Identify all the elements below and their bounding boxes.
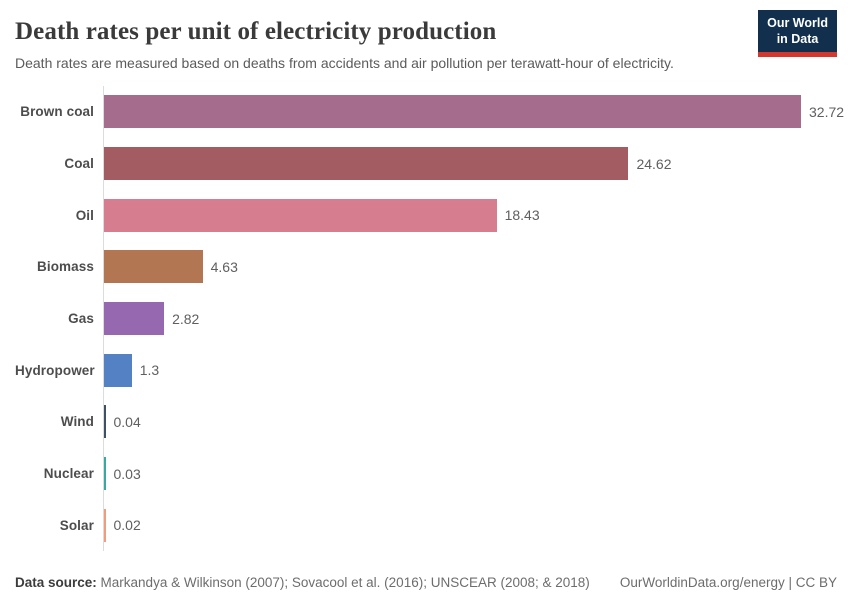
bar-category-label: Gas [68, 311, 94, 327]
bar [104, 147, 629, 181]
bar-row: Brown coal 32.72 [15, 86, 844, 138]
bar-plot-area: 24.62 [103, 137, 835, 190]
bar-value-label: 18.43 [504, 207, 540, 224]
bar [104, 457, 106, 491]
owid-logo-line2: in Data [776, 31, 819, 46]
bar-category-label: Solar [59, 517, 94, 533]
bar-value-label: 1.3 [139, 362, 160, 379]
bar-category-label: Oil [75, 207, 94, 223]
bar [104, 405, 106, 439]
bar-category-label: Nuclear [43, 466, 94, 482]
bar-plot-area: 0.02 [103, 499, 835, 552]
bar [104, 95, 801, 129]
bar-value-label: 0.04 [113, 413, 141, 430]
chart-subtitle: Death rates are measured based on deaths… [15, 55, 674, 71]
data-source-label: Data source: [15, 575, 97, 590]
chart-footer: Data source: Markandya & Wilkinson (2007… [15, 575, 837, 590]
bar-value-label: 24.62 [636, 155, 672, 172]
bar-value-label: 4.63 [210, 258, 238, 275]
bar-chart: Brown coal 32.72 Coal 24.62 Oil 18.43 Biomass 4… [15, 86, 844, 552]
bar-category-label: Wind [60, 414, 94, 430]
bar-plot-area: 32.72 [103, 86, 844, 138]
bar-category-label: Coal [64, 156, 94, 172]
bar-plot-area: 1.3 [103, 344, 835, 397]
bar-value-label: 0.02 [113, 517, 141, 534]
bar [104, 508, 106, 542]
bar-plot-area: 0.03 [103, 447, 835, 500]
bar-category-label: Brown coal [20, 104, 94, 120]
bar [104, 353, 132, 387]
bar-row: Nuclear 0.03 [15, 447, 835, 500]
bar-plot-area: 4.63 [103, 241, 835, 293]
bar-plot-area: 0.04 [103, 396, 835, 448]
bar [104, 198, 497, 232]
bar-row: Oil 18.43 [15, 189, 835, 242]
chart-title: Death rates per unit of electricity prod… [15, 18, 497, 45]
footer-attribution: OurWorldinData.org/energy | CC BY [619, 575, 837, 590]
bar-plot-area: 2.82 [103, 292, 835, 345]
owid-logo-line1: Our World [767, 16, 828, 30]
owid-logo: Our World in Data [758, 10, 837, 58]
bar-row: Gas 2.82 [15, 292, 835, 345]
bar-category-label: Biomass [37, 259, 94, 275]
bar [104, 250, 203, 284]
bar-row: Coal 24.62 [15, 137, 835, 190]
bar-value-label: 32.72 [809, 103, 845, 120]
bar [104, 302, 165, 336]
data-source: Data source: Markandya & Wilkinson (2007… [15, 575, 590, 590]
bar-plot-area: 18.43 [103, 189, 835, 242]
bar-row: Biomass 4.63 [15, 241, 835, 293]
data-source-text: Markandya & Wilkinson (2007); Sovacool e… [100, 575, 590, 590]
bar-category-label: Hydropower [15, 362, 95, 378]
bar-row: Solar 0.02 [15, 499, 835, 552]
bar-value-label: 0.03 [113, 465, 141, 482]
bar-row: Wind 0.04 [15, 396, 835, 448]
bar-value-label: 2.82 [172, 310, 200, 327]
bar-row: Hydropower 1.3 [15, 344, 835, 397]
